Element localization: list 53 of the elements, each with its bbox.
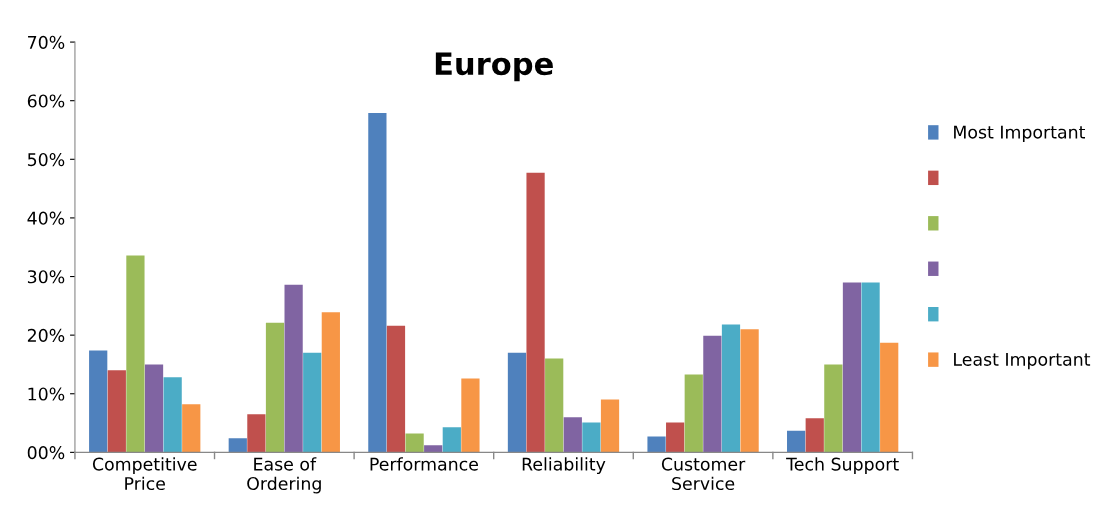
bar: [721, 324, 741, 453]
y-tick-label: 70%: [28, 35, 65, 49]
bar: [526, 172, 545, 453]
bar: [563, 417, 582, 453]
y-tick-label: 20%: [27, 328, 65, 342]
bar: [182, 404, 201, 453]
bar: [228, 438, 247, 453]
bar: [805, 418, 824, 453]
y-tick-label: 40%: [27, 211, 65, 225]
bar: [684, 374, 703, 453]
bar: [442, 427, 461, 453]
bar: [126, 255, 145, 453]
bar: [368, 113, 387, 453]
x-tick-label: Competitive Price: [92, 457, 197, 491]
bar: [861, 282, 880, 453]
bar: [163, 377, 182, 453]
bar: [787, 430, 806, 453]
bar: [703, 335, 722, 453]
y-tick-label: 50%: [27, 153, 65, 167]
x-tick-label: Tech Support: [786, 457, 899, 475]
bar: [740, 329, 759, 453]
bar: [666, 422, 685, 453]
bar: [386, 325, 406, 453]
bar: [321, 312, 340, 453]
bar: [600, 399, 620, 453]
x-tick-label: Reliability: [522, 457, 606, 475]
x-tick-label: Ease of Ordering: [247, 457, 321, 494]
y-tick-label: 60%: [27, 94, 65, 108]
bar: [405, 433, 424, 453]
legend-label: Least Important: [954, 352, 1091, 370]
bar: [247, 414, 266, 453]
bar: [424, 445, 443, 453]
bar: [842, 282, 862, 453]
bar: [582, 422, 601, 453]
y-tick-label: 10%: [28, 387, 65, 401]
bar: [265, 322, 285, 453]
bar: [647, 436, 666, 453]
bar: [545, 358, 564, 453]
bar: [880, 342, 899, 453]
bar: [461, 378, 480, 453]
bar: [824, 364, 843, 453]
bar: [284, 284, 303, 453]
x-tick-label: Performance: [370, 457, 478, 471]
x-tick-label: Customer Service: [661, 457, 746, 491]
bar: [89, 350, 108, 453]
y-tick-label: 30%: [27, 270, 65, 284]
bar: [144, 364, 164, 453]
chart-title: Europe: [435, 52, 553, 82]
legend-label: Most Important: [954, 125, 1086, 142]
y-tick-label: 00%: [27, 446, 65, 460]
bar: [303, 352, 322, 453]
bar: [507, 352, 527, 453]
bar: [107, 370, 126, 453]
